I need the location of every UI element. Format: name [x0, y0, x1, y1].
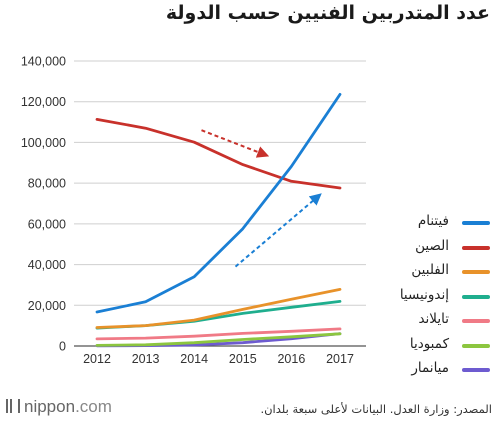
y-tick-label: 20,000	[28, 299, 66, 313]
y-tick-label: 0	[59, 340, 66, 354]
series-line	[95, 327, 342, 341]
legend-label: تايلاند	[418, 311, 449, 327]
y-tick-label: 100,000	[21, 136, 66, 150]
series-lines	[95, 93, 342, 348]
series-line	[95, 118, 342, 190]
x-tick-label: 2014	[180, 352, 208, 366]
legend-swatch	[462, 368, 490, 372]
legend-swatch	[462, 270, 490, 274]
legend-swatch	[462, 245, 490, 250]
legend-swatch	[462, 343, 490, 348]
legend-label: ميانمار	[411, 360, 449, 376]
series-line	[95, 93, 342, 314]
legend-item: ميانمار	[374, 360, 494, 380]
legend-label: إندونيسيا	[399, 286, 449, 303]
nippon-mark-icon	[6, 399, 20, 413]
legend-label: الفلبين	[411, 262, 449, 278]
legend-item: الفلبين	[374, 262, 494, 282]
annotation-arrows	[201, 129, 322, 268]
legend-swatch	[462, 294, 490, 299]
brand-name: nippon	[24, 397, 76, 416]
y-axis-ticks: 0 20,000 40,000 60,000 80,000 100,000 120,000 1…	[21, 55, 66, 354]
legend-item: إندونيسيا	[374, 287, 494, 307]
legend-label: كمبوديا	[409, 335, 449, 352]
legend-label: الصين	[415, 237, 449, 254]
x-tick-label: 2013	[132, 352, 160, 366]
annotation-arrow	[201, 129, 270, 158]
gridlines	[74, 60, 366, 347]
x-tick-label: 2017	[326, 352, 354, 366]
x-axis-ticks: 2012 2013 2014 2015 2016 2017	[83, 352, 354, 366]
legend-label: فيتنام	[417, 213, 449, 229]
source-note: المصدر: وزارة العدل. البيانات لأعلى سبعة…	[260, 402, 492, 416]
x-tick-label: 2016	[277, 352, 305, 366]
y-tick-label: 140,000	[21, 55, 66, 69]
legend-item: كمبوديا	[374, 336, 494, 356]
brand-suffix: .com	[75, 397, 112, 416]
y-tick-label: 60,000	[28, 217, 66, 231]
series-line	[95, 287, 342, 329]
legend-item: فيتنام	[374, 213, 494, 233]
legend-swatch	[462, 221, 490, 225]
legend-item: الصين	[374, 238, 494, 258]
y-tick-label: 80,000	[28, 177, 66, 191]
chart-title: عدد المتدربين الفنيين حسب الدولة	[165, 2, 490, 24]
nippon-logo: nippon.com	[6, 397, 112, 417]
legend-item: تايلاند	[374, 311, 494, 331]
series-line	[95, 332, 342, 347]
x-tick-label: 2015	[229, 352, 257, 366]
y-tick-label: 120,000	[21, 95, 66, 109]
y-tick-label: 40,000	[28, 258, 66, 272]
annotation-arrow	[234, 193, 322, 268]
x-tick-label: 2012	[83, 352, 111, 366]
legend-swatch	[462, 319, 490, 323]
